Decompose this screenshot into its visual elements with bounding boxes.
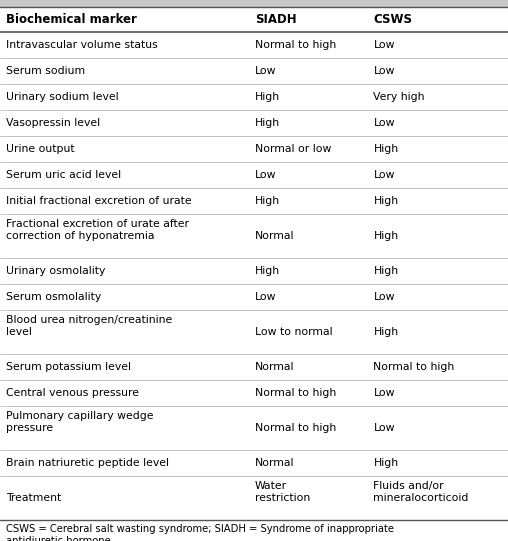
Bar [0, 214, 508, 258]
Bar [0, 406, 508, 450]
Text: Low: Low [373, 388, 395, 398]
Text: Brain natriuretic peptide level: Brain natriuretic peptide level [6, 458, 169, 468]
Text: Urinary osmolality: Urinary osmolality [6, 266, 106, 276]
Text: Biochemical marker: Biochemical marker [6, 13, 137, 26]
Text: Pulmonary capillary wedge
pressure: Pulmonary capillary wedge pressure [6, 411, 153, 433]
Text: Central venous pressure: Central venous pressure [6, 388, 139, 398]
Text: Water
restriction: Water restriction [255, 481, 310, 503]
Text: Urine output: Urine output [6, 144, 75, 154]
Bar [0, 450, 508, 476]
Bar [0, 188, 508, 214]
Bar [0, 0, 508, 7]
Text: Low: Low [373, 66, 395, 76]
Text: High: High [255, 118, 280, 128]
Text: Fluids and/or
mineralocorticoid: Fluids and/or mineralocorticoid [373, 481, 469, 503]
Text: Low: Low [255, 66, 276, 76]
Bar [0, 258, 508, 284]
Text: Blood urea nitrogen/creatinine
level: Blood urea nitrogen/creatinine level [6, 315, 172, 337]
Bar [0, 84, 508, 110]
Text: Serum uric acid level: Serum uric acid level [6, 170, 121, 180]
Text: Serum potassium level: Serum potassium level [6, 362, 131, 372]
Text: Fractional excretion of urate after
correction of hyponatremia: Fractional excretion of urate after corr… [6, 219, 189, 241]
Bar [0, 32, 508, 58]
Text: High: High [255, 196, 280, 206]
Text: Normal to high: Normal to high [255, 388, 336, 398]
Bar [0, 284, 508, 310]
Text: High: High [373, 266, 398, 276]
Text: Initial fractional excretion of urate: Initial fractional excretion of urate [6, 196, 192, 206]
Text: Intravascular volume status: Intravascular volume status [6, 40, 158, 50]
Bar [0, 162, 508, 188]
Text: Vasopressin level: Vasopressin level [6, 118, 100, 128]
Text: Normal to high: Normal to high [373, 362, 455, 372]
Text: High: High [373, 231, 398, 241]
Text: Serum sodium: Serum sodium [6, 66, 85, 76]
Text: Normal: Normal [255, 362, 295, 372]
Text: Low: Low [373, 40, 395, 50]
Text: CSWS = Cerebral salt wasting syndrome; SIADH = Syndrome of inappropriate
antidiu: CSWS = Cerebral salt wasting syndrome; S… [6, 524, 394, 541]
Bar [0, 310, 508, 354]
Text: High: High [373, 458, 398, 468]
Text: High: High [373, 327, 398, 337]
Bar [0, 354, 508, 380]
Text: High: High [255, 266, 280, 276]
Bar [0, 58, 508, 84]
Bar [0, 7, 508, 32]
Text: High: High [255, 92, 280, 102]
Text: Normal to high: Normal to high [255, 40, 336, 50]
Text: Low: Low [373, 292, 395, 302]
Text: Normal: Normal [255, 458, 295, 468]
Text: Treatment: Treatment [6, 493, 61, 503]
Text: Low to normal: Low to normal [255, 327, 333, 337]
Bar [0, 380, 508, 406]
Text: CSWS: CSWS [373, 13, 412, 26]
Text: Serum osmolality: Serum osmolality [6, 292, 102, 302]
Text: Very high: Very high [373, 92, 425, 102]
Text: Low: Low [255, 170, 276, 180]
Text: Low: Low [373, 423, 395, 433]
Text: Urinary sodium level: Urinary sodium level [6, 92, 119, 102]
Text: Normal to high: Normal to high [255, 423, 336, 433]
Bar [0, 476, 508, 520]
Bar [0, 136, 508, 162]
Text: Normal or low: Normal or low [255, 144, 331, 154]
Text: Low: Low [373, 118, 395, 128]
Text: Low: Low [255, 292, 276, 302]
Bar [0, 110, 508, 136]
Text: High: High [373, 144, 398, 154]
Text: Low: Low [373, 170, 395, 180]
Text: SIADH: SIADH [255, 13, 297, 26]
Text: High: High [373, 196, 398, 206]
Text: Normal: Normal [255, 231, 295, 241]
